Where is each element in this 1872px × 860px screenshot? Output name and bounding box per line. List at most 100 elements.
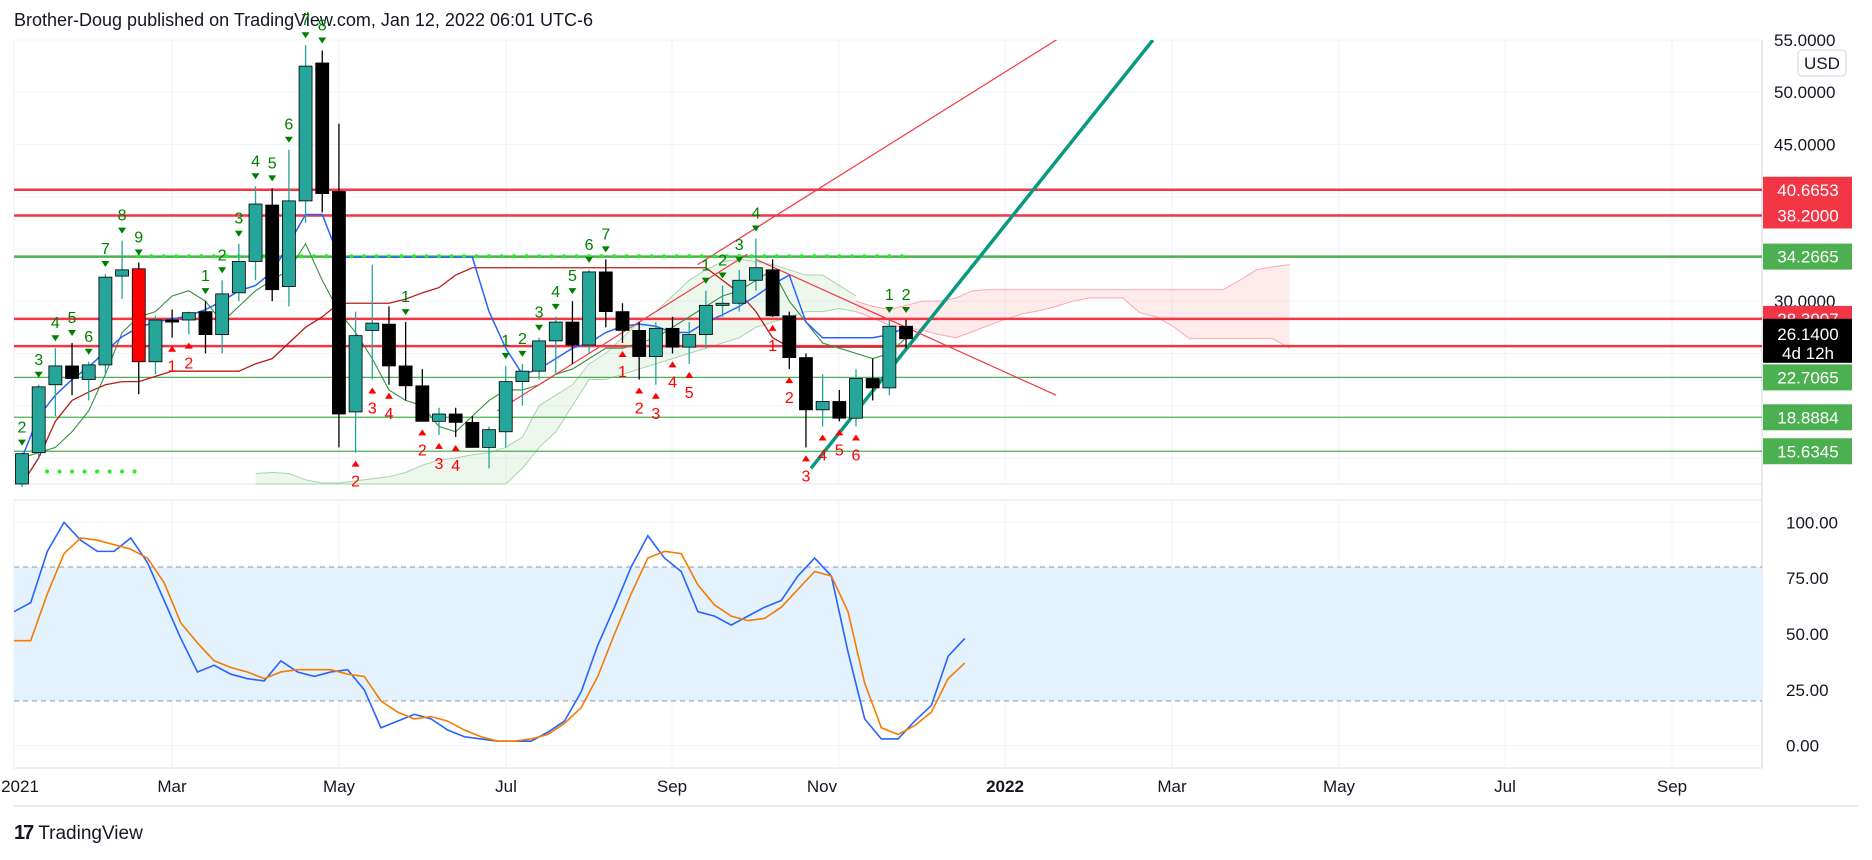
trendline[interactable] bbox=[697, 35, 1065, 266]
sequence-count: 1 bbox=[168, 359, 177, 376]
candle-body bbox=[615, 311, 630, 331]
osc-tick-label: 25.00 bbox=[1786, 681, 1829, 700]
level-badge[interactable] bbox=[1763, 404, 1852, 431]
level-badge[interactable] bbox=[1763, 176, 1852, 203]
sequence-count: 1 bbox=[885, 287, 894, 304]
candle-body bbox=[81, 364, 96, 380]
level-badge-label: 15.6345 bbox=[1777, 442, 1838, 461]
signal-dot bbox=[424, 254, 429, 259]
buy-arrow-icon bbox=[818, 434, 827, 441]
signal-dot bbox=[120, 469, 125, 474]
level-badge-label: 38.2000 bbox=[1777, 207, 1838, 226]
sequence-count: 3 bbox=[34, 352, 43, 369]
sequence-count: 2 bbox=[718, 253, 727, 270]
candle-body bbox=[15, 453, 29, 485]
level-badge-label: 22.7065 bbox=[1777, 368, 1838, 387]
price-tick-label: 55.0000 bbox=[1774, 31, 1835, 50]
sell-arrow-icon bbox=[902, 306, 911, 313]
footer[interactable]: 17 TradingView bbox=[14, 822, 143, 845]
signal-dot bbox=[512, 254, 517, 259]
level-badge-label: 40.6653 bbox=[1777, 181, 1838, 200]
sequence-count: 2 bbox=[184, 356, 193, 373]
candle-body bbox=[482, 429, 496, 448]
price-axis[interactable]: 55.000050.000045.000030.0000100.0075.005… bbox=[1763, 31, 1852, 756]
buy-arrow-icon bbox=[668, 361, 677, 368]
candle-body bbox=[732, 279, 747, 304]
level-badge[interactable] bbox=[1763, 243, 1852, 270]
candle-body bbox=[382, 323, 396, 367]
level-badge[interactable] bbox=[1763, 438, 1852, 465]
kumo-red bbox=[856, 264, 1290, 349]
trendline[interactable] bbox=[809, 40, 1155, 470]
signal-dot bbox=[474, 254, 479, 259]
buy-arrow-icon bbox=[852, 434, 860, 441]
candle-body bbox=[265, 204, 280, 291]
sequence-count: 2 bbox=[218, 247, 227, 264]
level-badge[interactable] bbox=[1763, 202, 1852, 229]
buy-arrow-icon bbox=[384, 392, 393, 399]
last-price-label: 26.1400 bbox=[1777, 325, 1838, 344]
sequence-count: 3 bbox=[651, 406, 660, 423]
kumo-red-lower bbox=[855, 297, 1290, 349]
signal-dot bbox=[762, 254, 767, 259]
candle-body bbox=[632, 330, 647, 357]
last-price-badge[interactable] bbox=[1763, 318, 1852, 363]
signal-dot bbox=[349, 254, 354, 259]
price-tick-label: 50.0000 bbox=[1774, 83, 1835, 102]
level-badge[interactable] bbox=[1763, 364, 1852, 391]
buy-arrow-icon bbox=[785, 377, 794, 384]
candle-body bbox=[248, 203, 263, 262]
sequence-count: 1 bbox=[768, 338, 777, 355]
sell-arrow-icon bbox=[118, 227, 127, 234]
buy-arrow-icon bbox=[635, 387, 644, 394]
signal-dot bbox=[774, 254, 779, 259]
tradingview-logo-icon[interactable]: 17 bbox=[14, 822, 34, 844]
signal-dot bbox=[95, 469, 100, 474]
sell-arrow-icon bbox=[568, 288, 577, 295]
time-tick-label: 2022 bbox=[986, 777, 1024, 796]
kumo-red-upper bbox=[855, 264, 1290, 311]
sell-arrow-icon bbox=[735, 256, 744, 263]
buy-arrow-icon bbox=[651, 392, 660, 399]
buy-arrow-icon bbox=[618, 350, 627, 357]
signal-dot bbox=[549, 254, 554, 259]
signal-dot bbox=[662, 254, 667, 259]
candle-body bbox=[515, 370, 530, 383]
green-dots bbox=[45, 254, 904, 474]
signal-dot bbox=[399, 254, 404, 259]
publisher-line: Brother-Doug published on TradingView.co… bbox=[14, 10, 594, 30]
buy-arrow-icon bbox=[801, 455, 810, 462]
candle-body bbox=[332, 191, 346, 415]
signal-dot bbox=[812, 254, 817, 259]
signal-dot bbox=[161, 254, 166, 259]
buy-arrow-icon bbox=[184, 342, 193, 349]
sequence-count: 8 bbox=[118, 208, 127, 225]
sell-arrow-icon bbox=[234, 230, 243, 237]
currency-badge[interactable] bbox=[1797, 49, 1847, 77]
sequence-count: 2 bbox=[902, 287, 911, 304]
candle-body bbox=[832, 401, 847, 419]
sequence-count: 3 bbox=[535, 305, 544, 322]
signal-dot bbox=[862, 254, 867, 259]
candle-body bbox=[849, 378, 863, 419]
signal-dot bbox=[724, 254, 729, 259]
sequence-count: 1 bbox=[201, 268, 210, 285]
time-axis[interactable]: 2021 Mar May Jul Sep Nov 2022 Mar May Jul Sep bbox=[1, 777, 1687, 796]
candle-body bbox=[98, 276, 113, 366]
sequence-count: 5 bbox=[68, 310, 77, 327]
candle-body bbox=[415, 385, 430, 422]
signal-dot bbox=[649, 254, 654, 259]
signal-dot bbox=[487, 254, 492, 259]
brand-name[interactable]: TradingView bbox=[38, 822, 143, 844]
signal-dot bbox=[749, 254, 754, 259]
sell-arrow-icon bbox=[885, 306, 894, 313]
time-tick-label: May bbox=[1323, 777, 1356, 796]
signal-dot bbox=[674, 254, 679, 259]
candle-body bbox=[31, 386, 46, 454]
candle-body bbox=[782, 315, 797, 358]
osc-tick-label: 0.00 bbox=[1786, 737, 1819, 756]
signal-dot bbox=[361, 254, 366, 259]
candle-body bbox=[48, 365, 63, 386]
level-badge-label: 18.8884 bbox=[1777, 408, 1838, 427]
